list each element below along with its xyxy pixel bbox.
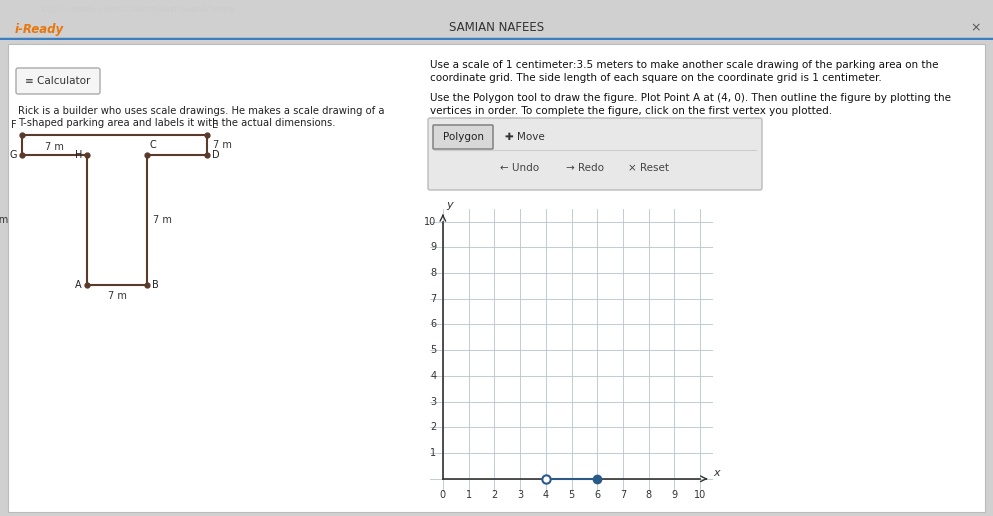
Text: 2: 2 xyxy=(430,423,437,432)
Text: 4: 4 xyxy=(430,371,437,381)
Text: D: D xyxy=(212,150,219,160)
FancyBboxPatch shape xyxy=(428,118,762,190)
Text: y: y xyxy=(447,200,454,210)
Text: 5: 5 xyxy=(568,490,575,501)
Text: 10: 10 xyxy=(424,217,437,227)
Text: A: A xyxy=(75,280,82,290)
Text: 6: 6 xyxy=(430,319,437,329)
Text: 0: 0 xyxy=(440,490,446,501)
Text: 24.5 m: 24.5 m xyxy=(0,215,8,225)
Text: ← Undo: ← Undo xyxy=(500,163,539,173)
Text: G: G xyxy=(10,150,17,160)
Text: 3: 3 xyxy=(517,490,523,501)
Text: C: C xyxy=(149,140,156,150)
Text: 1: 1 xyxy=(466,490,472,501)
Text: 1: 1 xyxy=(430,448,437,458)
Text: 7: 7 xyxy=(430,294,437,304)
Text: Rick is a builder who uses scale drawings. He makes a scale drawing of a: Rick is a builder who uses scale drawing… xyxy=(18,106,384,116)
Text: login.i-ready.com/student/dashboard/home: login.i-ready.com/student/dashboard/home xyxy=(40,5,234,13)
FancyBboxPatch shape xyxy=(433,125,493,149)
Text: ×: × xyxy=(970,21,981,35)
Text: → Redo: → Redo xyxy=(566,163,604,173)
Text: 7 m: 7 m xyxy=(153,215,172,225)
Text: 7 m: 7 m xyxy=(107,291,126,301)
Text: Use a scale of 1 centimeter:3.5 meters to make another scale drawing of the park: Use a scale of 1 centimeter:3.5 meters t… xyxy=(430,60,938,70)
Text: i-Ready: i-Ready xyxy=(15,23,64,36)
Text: 9: 9 xyxy=(671,490,677,501)
Text: Use the Polygon tool to draw the figure. Plot Point A at (4, 0). Then outline th: Use the Polygon tool to draw the figure.… xyxy=(430,93,951,103)
Text: 7: 7 xyxy=(620,490,626,501)
Text: 6: 6 xyxy=(594,490,601,501)
Text: vertices in order. To complete the figure, click on the first vertex you plotted: vertices in order. To complete the figur… xyxy=(430,106,832,116)
Text: 10: 10 xyxy=(694,490,706,501)
Text: x: x xyxy=(713,467,720,477)
Text: 5: 5 xyxy=(430,345,437,355)
Text: 8: 8 xyxy=(430,268,437,278)
Text: B: B xyxy=(152,280,159,290)
Text: 7 m: 7 m xyxy=(45,142,64,152)
Text: T-shaped parking area and labels it with the actual dimensions.: T-shaped parking area and labels it with… xyxy=(18,118,336,128)
Text: H: H xyxy=(74,150,82,160)
Text: 8: 8 xyxy=(645,490,651,501)
Text: coordinate grid. The side length of each square on the coordinate grid is 1 cent: coordinate grid. The side length of each… xyxy=(430,73,882,83)
Text: F: F xyxy=(11,120,17,130)
Text: SAMIAN NAFEES: SAMIAN NAFEES xyxy=(449,21,544,35)
Text: × Reset: × Reset xyxy=(628,163,668,173)
Text: 4: 4 xyxy=(543,490,549,501)
Text: Polygon: Polygon xyxy=(443,132,484,142)
Text: 7 m: 7 m xyxy=(213,140,232,150)
Text: 2: 2 xyxy=(492,490,497,501)
Text: ≡ Calculator: ≡ Calculator xyxy=(25,76,90,86)
Text: E: E xyxy=(212,120,218,130)
FancyBboxPatch shape xyxy=(16,68,100,94)
Text: 9: 9 xyxy=(430,243,437,252)
Text: 3: 3 xyxy=(430,397,437,407)
Text: ✚ Move: ✚ Move xyxy=(505,132,545,142)
